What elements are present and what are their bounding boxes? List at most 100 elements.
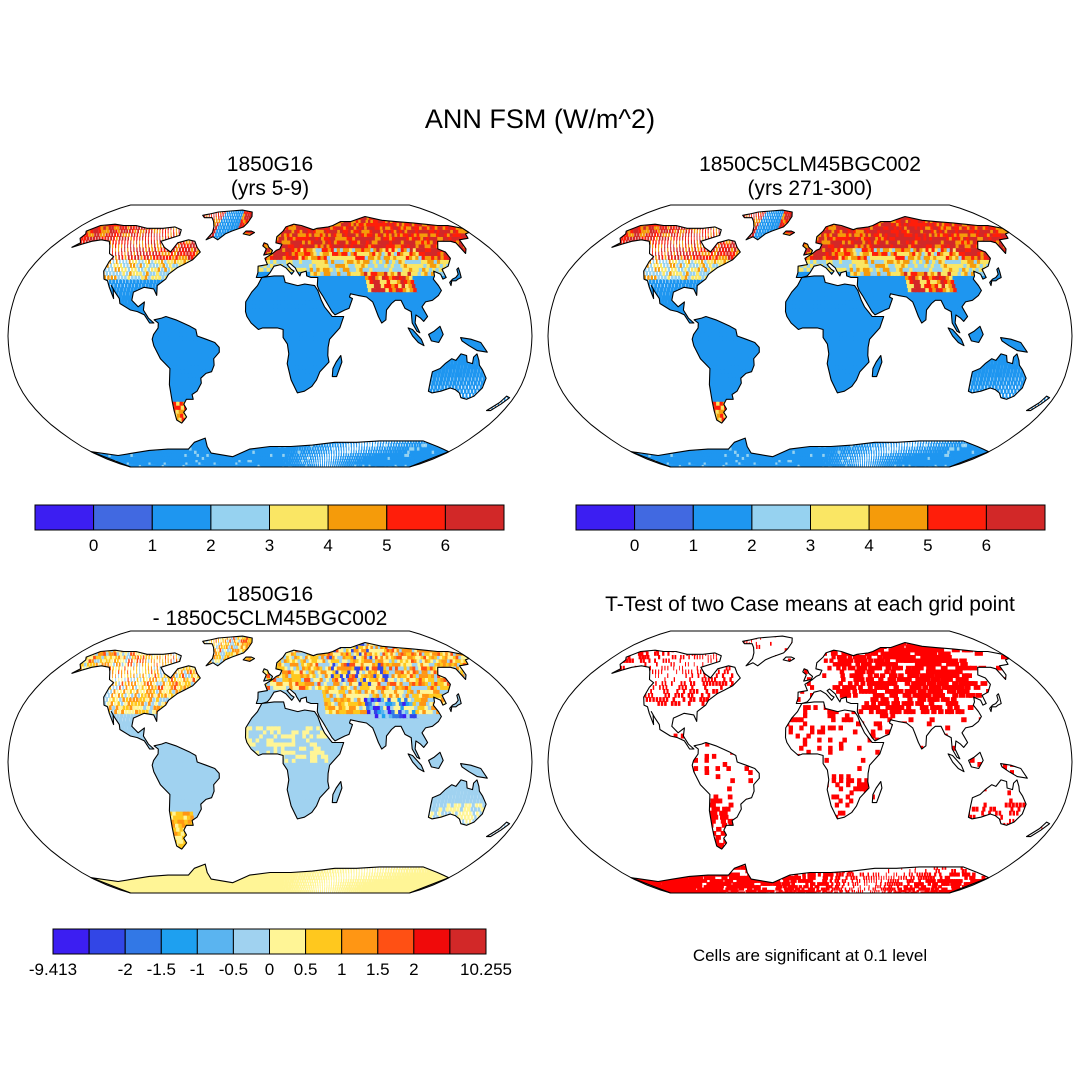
grid-cell (257, 449, 261, 454)
grid-cell (327, 446, 329, 451)
grid-cell (291, 360, 296, 366)
grid-cell (355, 456, 358, 460)
grid-cell (183, 356, 188, 362)
grid-cell (360, 463, 363, 467)
grid-cell (243, 453, 248, 457)
grid-cell (301, 453, 304, 457)
grid-cell (407, 456, 413, 460)
grid-cell (275, 449, 279, 454)
grid-cell (249, 459, 254, 463)
grid-cell (330, 446, 332, 451)
grid-cell (337, 456, 340, 460)
grid-cell (281, 459, 284, 463)
grid-cell (186, 388, 192, 394)
panel4-title: T-Test of two Case means at each grid po… (540, 593, 1080, 617)
grid-cell (308, 376, 313, 382)
grid-cell (367, 456, 370, 460)
grid-cell (197, 348, 202, 354)
grid-cell (459, 380, 463, 386)
grid-cell (340, 456, 342, 460)
grid-cell (204, 352, 210, 358)
grid-cell (313, 364, 318, 370)
grid-cell (441, 368, 446, 374)
grid-cell (239, 456, 244, 460)
grid-cell (197, 340, 202, 345)
grid-cell (376, 459, 380, 463)
grid-cell (310, 344, 315, 349)
grid-cell (301, 380, 306, 386)
grid-cell (283, 461, 286, 465)
grid-cell (291, 340, 297, 345)
grid-cell (345, 453, 347, 457)
grid-cell (295, 340, 300, 345)
grid-cell (302, 461, 305, 465)
grid-cell (267, 463, 271, 467)
grid-cell (275, 446, 279, 451)
grid-cell (382, 449, 385, 454)
grid-cell (338, 453, 340, 457)
grid-cell (313, 348, 318, 354)
grid-cell (426, 443, 430, 448)
grid-cell (175, 416, 181, 422)
grid-cell (168, 352, 174, 358)
grid-cell (330, 461, 332, 465)
grid-cell (312, 372, 317, 378)
grid-cell (445, 364, 450, 370)
grid-cell (189, 380, 194, 386)
grid-cell (431, 449, 436, 454)
grid-cell (423, 453, 428, 457)
map-panel-1 (7, 204, 533, 468)
grid-cell (309, 372, 314, 378)
grid-cell (297, 463, 299, 467)
grid-cell (363, 459, 366, 463)
panel3-title: 1850G16 - 1850C5CLM45BGC002 (100, 583, 440, 631)
grid-cell (434, 384, 437, 390)
grid-cell (292, 459, 295, 463)
grid-cell (343, 446, 345, 451)
grid-cell (193, 340, 199, 345)
grid-cell (264, 449, 269, 454)
grid-cell (190, 344, 195, 349)
grid-cell (462, 372, 466, 378)
grid-cell (349, 461, 352, 465)
grid-cell (267, 456, 271, 460)
grid-cell (482, 376, 486, 382)
grid-cell (174, 405, 180, 410)
grid-cell (338, 356, 343, 362)
grid-cell (301, 463, 303, 467)
grid-cell (244, 449, 249, 454)
grid-cell (279, 459, 282, 463)
grid-cell (255, 463, 259, 467)
grid-cell (402, 459, 407, 463)
grid-cell (467, 388, 470, 394)
grid-cell (385, 449, 388, 454)
grid-cell (298, 446, 302, 451)
grid-cell (252, 453, 257, 457)
grid-cell (248, 456, 253, 460)
grid-cell (404, 439, 407, 444)
grid-cell (267, 459, 271, 463)
grid-cell (317, 459, 319, 463)
grid-cell (414, 449, 418, 454)
grid-cell (358, 443, 360, 448)
grid-cell (267, 461, 271, 465)
grid-cell (274, 453, 278, 457)
grid-cell (334, 463, 336, 467)
grid-cell (349, 456, 351, 460)
grid-cell (504, 396, 506, 402)
grid-cell (436, 449, 441, 454)
grid-cell (326, 463, 327, 467)
grid-cell (328, 463, 330, 467)
grid-cell (249, 449, 254, 454)
grid-cell (295, 344, 300, 349)
grid-cell (172, 360, 178, 366)
grid-cell (340, 463, 342, 467)
grid-cell (251, 463, 255, 467)
panel4-title-line1: T-Test of two Case means at each grid po… (540, 593, 1080, 617)
grid-cell (309, 348, 315, 354)
grid-cell (188, 372, 193, 378)
grid-cell (460, 364, 464, 370)
grid-cell (433, 372, 438, 378)
grid-cell (406, 446, 410, 451)
